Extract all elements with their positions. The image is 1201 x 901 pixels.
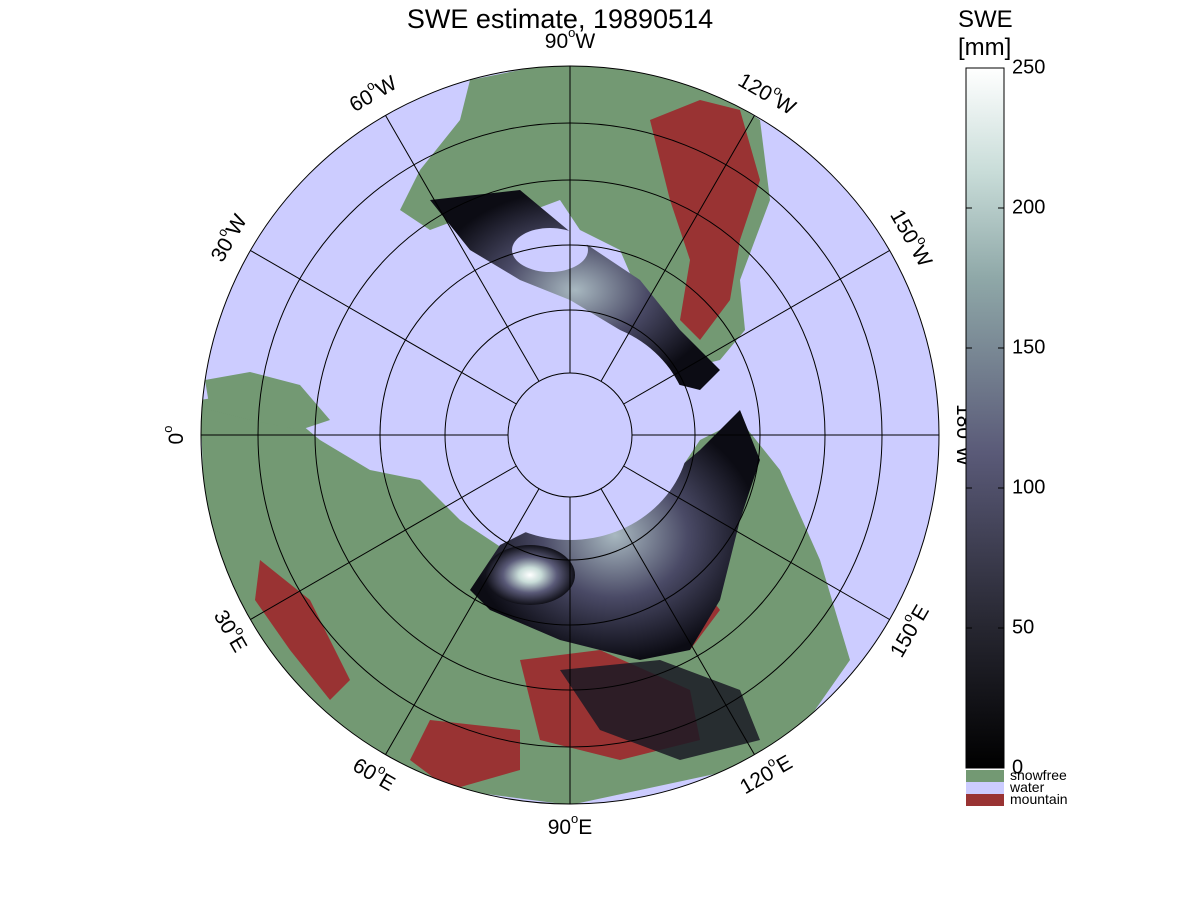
meridians	[201, 66, 939, 804]
rockies-mountain	[650, 100, 760, 340]
longitude-label: 90oE	[548, 811, 593, 838]
meridian-line	[600, 488, 755, 755]
category-label: mountain	[1010, 791, 1068, 807]
colorbar-tick-label: 0	[1012, 756, 1023, 778]
category-label: snowfree	[1010, 767, 1067, 783]
meridian-line	[600, 115, 755, 382]
colorbar-tick-label: 250	[1012, 56, 1045, 78]
meridian-line	[250, 465, 517, 620]
hudson-bay	[512, 228, 588, 272]
figure-title: SWE estimate, 19890514	[406, 4, 714, 34]
longitude-label: 0o	[160, 426, 187, 445]
asia-south-snow	[560, 660, 760, 760]
colorbar-title-line2: [mm]	[958, 34, 1012, 61]
longitude-label: 90oW	[545, 25, 596, 52]
meridian-line	[623, 465, 890, 620]
land-layer	[201, 66, 850, 804]
category-swatch	[966, 770, 1004, 782]
colorbar-tick-label: 50	[1012, 616, 1034, 638]
arctic-ocean-core	[450, 320, 690, 540]
graticule	[200, 65, 940, 805]
category-swatch	[966, 782, 1004, 794]
colorbar-tick-label: 100	[1012, 476, 1045, 498]
greenland-land	[205, 372, 330, 430]
colorbar-title-line1: SWE	[958, 6, 1013, 33]
colorbar-ticks: 0 50 100 150 200 250	[966, 56, 1045, 778]
meridian-line	[385, 488, 540, 755]
europe-mountain	[255, 560, 350, 700]
category-label: water	[1009, 779, 1045, 795]
colorbar-tick-label: 150	[1012, 336, 1045, 358]
meridian-line	[250, 250, 517, 405]
canada-snow	[430, 190, 720, 390]
siberia-snow-max	[485, 545, 575, 605]
category-swatch	[966, 794, 1004, 806]
colorbar-gradient	[965, 67, 1005, 769]
meridian-line	[623, 250, 890, 405]
colorbar-tick-label: 200	[1012, 196, 1045, 218]
meridian-line	[385, 115, 540, 382]
